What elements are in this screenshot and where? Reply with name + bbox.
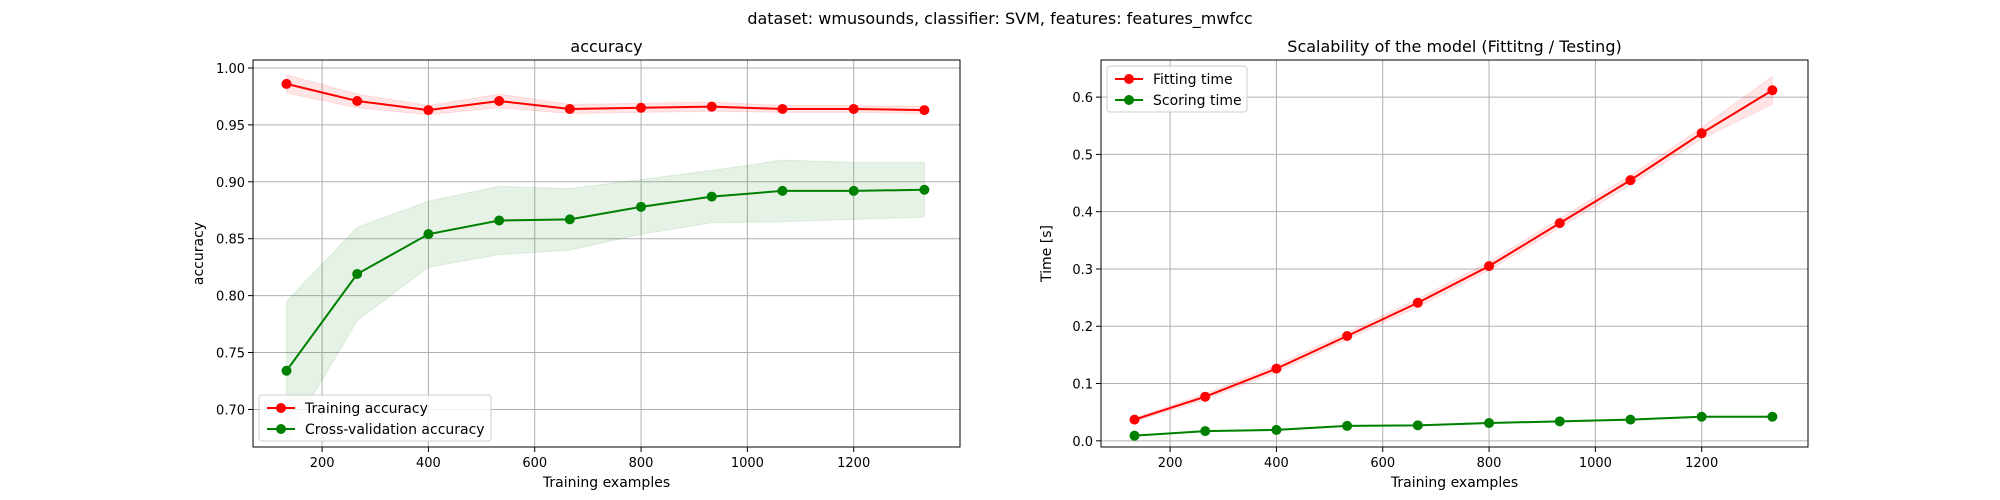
data-point	[706, 191, 717, 202]
data-point	[494, 215, 505, 226]
y-tick-label: 0.6	[1072, 91, 1093, 106]
data-point	[1484, 261, 1495, 272]
data-point	[281, 78, 292, 89]
data-point	[1129, 430, 1140, 441]
x-tick-label: 600	[522, 456, 547, 471]
data-point	[1200, 426, 1211, 437]
data-point	[1696, 411, 1707, 422]
x-tick-label: 800	[1477, 456, 1502, 471]
accuracy-panel: accuracy 200 400 600 800 1000 1200 0.70 0.75 0.80…	[191, 37, 961, 491]
data-point	[281, 365, 292, 376]
series-band-0	[1133, 75, 1773, 423]
x-tick-label: 400	[416, 456, 441, 471]
x-tick-label: 1200	[1685, 456, 1718, 471]
x-axis-label: Training examples	[542, 475, 670, 491]
y-tick-label: 0.1	[1072, 378, 1093, 393]
x-tick-label: 1000	[1579, 456, 1612, 471]
chart-title: Scalability of the model (Fittitng / Tes…	[1287, 37, 1621, 56]
data-point	[494, 95, 505, 106]
data-point	[777, 103, 788, 114]
legend-swatch-marker	[1124, 95, 1134, 105]
axes-frame	[252, 59, 961, 448]
figure-suptitle: dataset: wmusounds, classifier: SVM, fea…	[747, 9, 1252, 29]
data-point	[352, 95, 363, 106]
data-point	[564, 103, 575, 114]
series-line-0	[1134, 89, 1773, 421]
legend-swatch-marker	[276, 403, 286, 413]
y-axis-label: Time [s]	[1039, 225, 1055, 283]
data-point	[777, 185, 788, 196]
x-tick-label: 200	[1158, 456, 1183, 471]
y-tick-label: 0.85	[216, 233, 245, 248]
y-tick-label: 1.00	[216, 62, 245, 77]
y-tick-label: 0.0	[1072, 435, 1093, 450]
y-tick-label: 0.3	[1072, 263, 1093, 278]
chart-title: accuracy	[570, 37, 642, 56]
y-tick-label: 0.70	[216, 403, 245, 418]
series-line-1	[1134, 415, 1773, 437]
data-point	[352, 268, 363, 279]
data-point	[1554, 218, 1565, 229]
legend-label: Scoring time	[1153, 93, 1242, 109]
legend: Training accuracy Cross-validation accura…	[258, 394, 492, 442]
y-tick-label: 0.80	[216, 290, 245, 305]
legend-label: Training accuracy	[304, 401, 428, 417]
data-point	[636, 201, 647, 212]
data-point	[1767, 411, 1778, 422]
x-tick-label: 1000	[731, 456, 764, 471]
y-axis-label: accuracy	[191, 222, 207, 285]
legend-label: Fitting time	[1153, 72, 1233, 88]
series-line-1	[285, 188, 925, 372]
y-tick-label: 0.5	[1072, 148, 1093, 163]
data-point	[848, 103, 859, 114]
data-point	[1696, 128, 1707, 139]
y-tick-label: 0.95	[216, 119, 245, 134]
data-point	[1271, 363, 1282, 374]
legend: Fitting time Scoring time	[1106, 65, 1248, 113]
x-tick-label: 400	[1264, 456, 1289, 471]
scalability-panel: Scalability of the model (Fittitng / Tes…	[1039, 37, 1809, 491]
x-tick-label: 200	[310, 456, 335, 471]
data-point	[1271, 424, 1282, 435]
x-tick-label: 1200	[837, 456, 870, 471]
data-point	[423, 229, 434, 240]
data-point	[1412, 297, 1423, 308]
series-line-0	[286, 82, 925, 112]
data-point	[564, 214, 575, 225]
data-point	[1342, 330, 1353, 341]
data-point	[706, 101, 717, 112]
data-point	[1200, 391, 1211, 402]
y-tick-label: 0.90	[216, 176, 245, 191]
data-point	[919, 105, 930, 116]
axes-frame	[1100, 59, 1809, 448]
data-point	[1625, 175, 1636, 186]
data-point	[1342, 420, 1353, 431]
data-point	[1625, 414, 1636, 425]
y-tick-label: 0.4	[1072, 206, 1093, 221]
data-point	[423, 105, 434, 116]
x-tick-label: 600	[1370, 456, 1395, 471]
data-point	[1412, 420, 1423, 431]
x-tick-label: 800	[629, 456, 654, 471]
data-point	[848, 185, 859, 196]
series-band-1	[1133, 415, 1773, 437]
legend-swatch-marker	[276, 424, 286, 434]
legend-label: Cross-validation accuracy	[305, 422, 485, 438]
legend-box	[258, 394, 492, 442]
y-tick-label: 0.75	[216, 347, 245, 362]
y-tick-label: 0.2	[1072, 320, 1093, 335]
data-point	[1129, 414, 1140, 425]
legend-swatch-marker	[1124, 74, 1134, 84]
data-point	[1484, 418, 1495, 429]
data-point	[1554, 416, 1565, 427]
data-point	[1767, 85, 1778, 96]
data-point	[636, 102, 647, 113]
x-axis-label: Training examples	[1390, 475, 1518, 491]
data-point	[919, 184, 930, 195]
